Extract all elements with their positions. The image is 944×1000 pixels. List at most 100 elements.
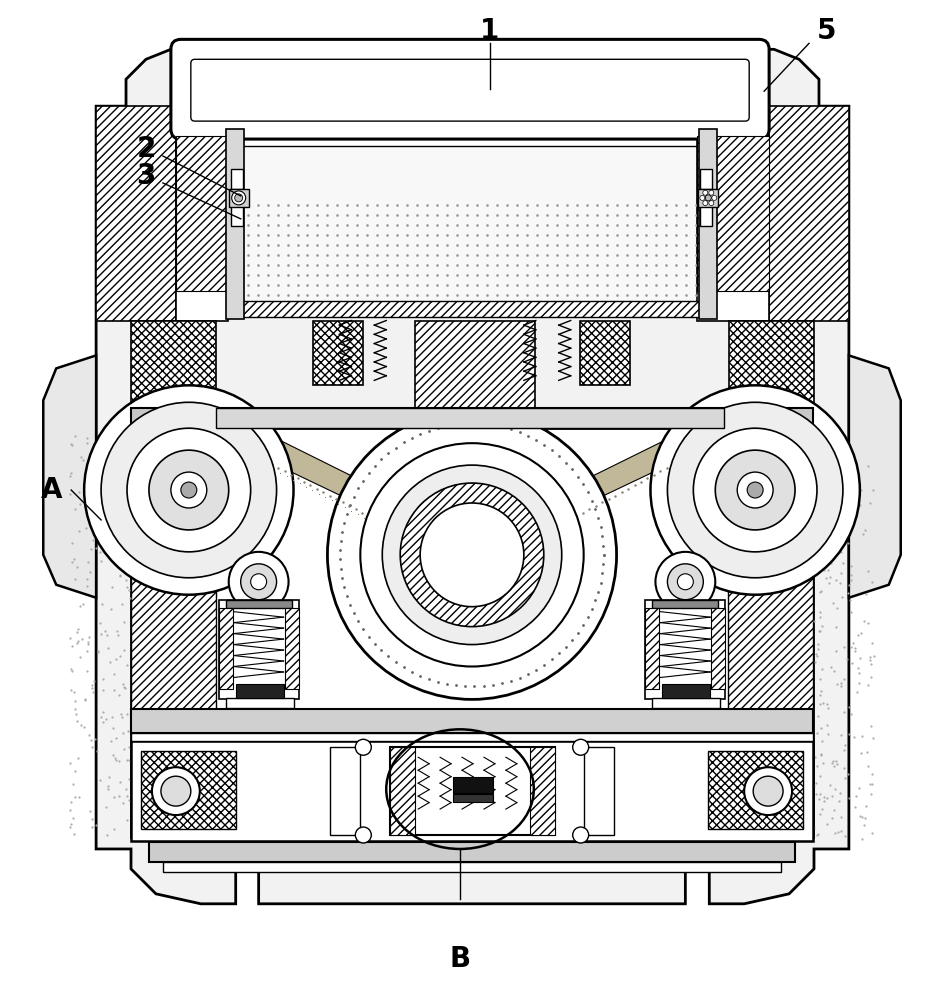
- Bar: [530, 747, 555, 835]
- Bar: [236, 684, 283, 698]
- Text: 1: 1: [480, 17, 499, 45]
- Bar: [313, 321, 363, 385]
- Bar: [219, 600, 298, 699]
- Circle shape: [181, 482, 196, 498]
- Bar: [131, 321, 216, 410]
- Circle shape: [101, 402, 277, 578]
- Circle shape: [160, 776, 191, 806]
- Circle shape: [84, 385, 294, 595]
- Bar: [698, 136, 769, 291]
- Circle shape: [231, 191, 245, 205]
- Bar: [141, 751, 236, 829]
- Circle shape: [700, 195, 705, 200]
- Bar: [163, 862, 781, 872]
- Bar: [390, 747, 555, 835]
- Bar: [176, 136, 228, 291]
- Bar: [711, 608, 725, 689]
- Circle shape: [716, 450, 795, 530]
- Bar: [652, 600, 718, 608]
- Bar: [131, 709, 813, 733]
- Circle shape: [748, 482, 763, 498]
- Bar: [583, 747, 614, 835]
- Circle shape: [355, 827, 371, 843]
- Bar: [700, 129, 717, 319]
- Circle shape: [744, 767, 792, 815]
- Polygon shape: [228, 428, 440, 556]
- Circle shape: [149, 450, 228, 530]
- Bar: [226, 698, 294, 708]
- Circle shape: [667, 402, 843, 578]
- Bar: [453, 777, 493, 793]
- Bar: [239, 196, 702, 301]
- Circle shape: [328, 410, 616, 699]
- Circle shape: [753, 776, 784, 806]
- Polygon shape: [96, 106, 176, 321]
- Circle shape: [382, 465, 562, 645]
- Circle shape: [251, 574, 266, 590]
- Circle shape: [127, 428, 251, 552]
- Circle shape: [400, 483, 544, 627]
- Circle shape: [709, 190, 714, 195]
- Bar: [728, 428, 813, 837]
- Text: B: B: [449, 945, 471, 973]
- Bar: [390, 747, 415, 835]
- Text: 5: 5: [818, 17, 836, 45]
- Bar: [230, 169, 243, 189]
- FancyBboxPatch shape: [191, 59, 750, 121]
- Bar: [228, 189, 248, 207]
- Circle shape: [678, 574, 693, 590]
- Bar: [646, 600, 725, 699]
- Circle shape: [705, 195, 711, 201]
- Circle shape: [241, 564, 277, 600]
- Polygon shape: [504, 428, 716, 556]
- Bar: [699, 189, 718, 207]
- Bar: [131, 408, 813, 428]
- Circle shape: [655, 552, 716, 612]
- Bar: [131, 741, 813, 841]
- FancyBboxPatch shape: [171, 39, 769, 139]
- Bar: [216, 408, 724, 428]
- Bar: [700, 169, 713, 189]
- Bar: [149, 842, 795, 862]
- Bar: [131, 733, 813, 741]
- Bar: [219, 608, 233, 689]
- Bar: [698, 106, 769, 321]
- Circle shape: [703, 201, 708, 206]
- Circle shape: [703, 190, 708, 195]
- Bar: [176, 106, 228, 321]
- Bar: [652, 698, 720, 708]
- Text: A: A: [41, 476, 62, 504]
- Text: 3: 3: [136, 162, 156, 190]
- Circle shape: [650, 385, 860, 595]
- Bar: [131, 428, 216, 837]
- Bar: [239, 301, 707, 317]
- Polygon shape: [849, 355, 901, 598]
- Bar: [230, 206, 243, 226]
- Circle shape: [228, 552, 289, 612]
- Bar: [700, 206, 713, 226]
- Circle shape: [573, 827, 589, 843]
- Polygon shape: [769, 106, 849, 321]
- Bar: [708, 751, 803, 829]
- Circle shape: [420, 503, 524, 607]
- Circle shape: [361, 443, 583, 667]
- Text: 2: 2: [136, 135, 156, 163]
- Bar: [131, 428, 813, 837]
- Bar: [580, 321, 630, 385]
- Bar: [453, 794, 493, 802]
- Circle shape: [712, 195, 716, 200]
- Bar: [730, 321, 814, 410]
- Bar: [226, 131, 720, 311]
- Bar: [330, 747, 361, 835]
- Bar: [284, 608, 298, 689]
- Circle shape: [667, 564, 703, 600]
- Circle shape: [235, 194, 243, 202]
- Circle shape: [709, 201, 714, 206]
- Circle shape: [737, 472, 773, 508]
- Polygon shape: [43, 355, 96, 598]
- Circle shape: [171, 472, 207, 508]
- Bar: [239, 146, 707, 308]
- Circle shape: [355, 739, 371, 755]
- Bar: [415, 321, 535, 440]
- Bar: [663, 684, 710, 698]
